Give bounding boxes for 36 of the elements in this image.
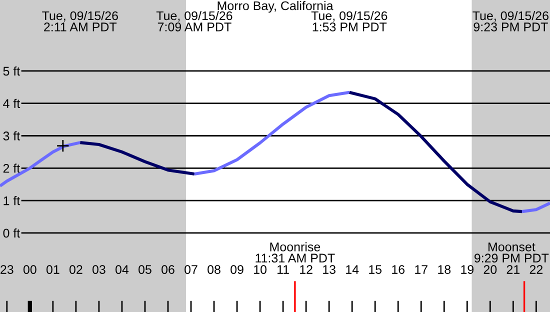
x-tick-label: 10: [254, 265, 267, 274]
y-tick-label: 1 ft: [4, 196, 20, 206]
x-tick-label: 11: [278, 265, 289, 274]
annotation: Tue, 09/15/26 1:53 PM PDT: [311, 11, 388, 32]
x-tick-label: 18: [438, 265, 451, 274]
annotation: Tue, 09/15/26 7:09 AM PDT: [156, 11, 232, 32]
x-tick-label: 23: [0, 265, 14, 274]
x-tick-label: 16: [392, 265, 405, 274]
x-tick-label: 05: [138, 265, 152, 274]
ref-line-label: Moonset 9:29 PM PDT: [474, 242, 549, 263]
annotation: Tue, 09/15/26 9:23 PM PDT: [472, 11, 548, 32]
y-tick-label: 2 ft: [3, 164, 20, 173]
x-tick-label: 15: [369, 265, 382, 274]
x-tick-label: 01: [46, 265, 60, 274]
ref-line-label: Moonrise 11:31 AM PDT: [256, 242, 335, 263]
x-tick-label: 02: [69, 265, 82, 274]
x-tick-label: 06: [162, 265, 174, 274]
x-tick-label: 03: [92, 265, 106, 274]
x-tick-label: 04: [116, 265, 129, 274]
y-tick-label: 3 ft: [3, 131, 20, 140]
y-tick-label: 4 ft: [3, 98, 20, 108]
x-tick-label: 20: [484, 265, 497, 274]
y-tick-label: 0 ft: [3, 228, 20, 238]
x-tick-label: 07: [184, 265, 198, 274]
x-tick-label: 17: [415, 265, 428, 274]
x-tick-label: 08: [208, 265, 220, 274]
x-tick-label: 21: [506, 265, 520, 274]
x-tick-label: 22: [530, 265, 543, 274]
x-tick-label: 19: [461, 265, 474, 274]
x-tick-label: 14: [346, 265, 359, 274]
x-tick-label: 00: [23, 265, 36, 274]
x-tick-label: 13: [323, 265, 336, 274]
x-tick-label: 12: [300, 265, 312, 274]
y-tick-label: 5 ft: [3, 66, 20, 76]
x-tick-label: 09: [230, 265, 244, 274]
annotation: Tue, 09/15/26 2:11 AM PDT: [42, 11, 118, 32]
